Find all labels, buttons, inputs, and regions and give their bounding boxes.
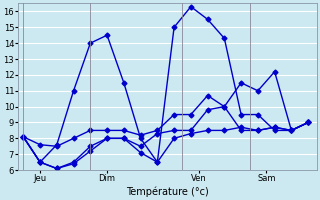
X-axis label: Température (°c): Température (°c)	[126, 186, 209, 197]
